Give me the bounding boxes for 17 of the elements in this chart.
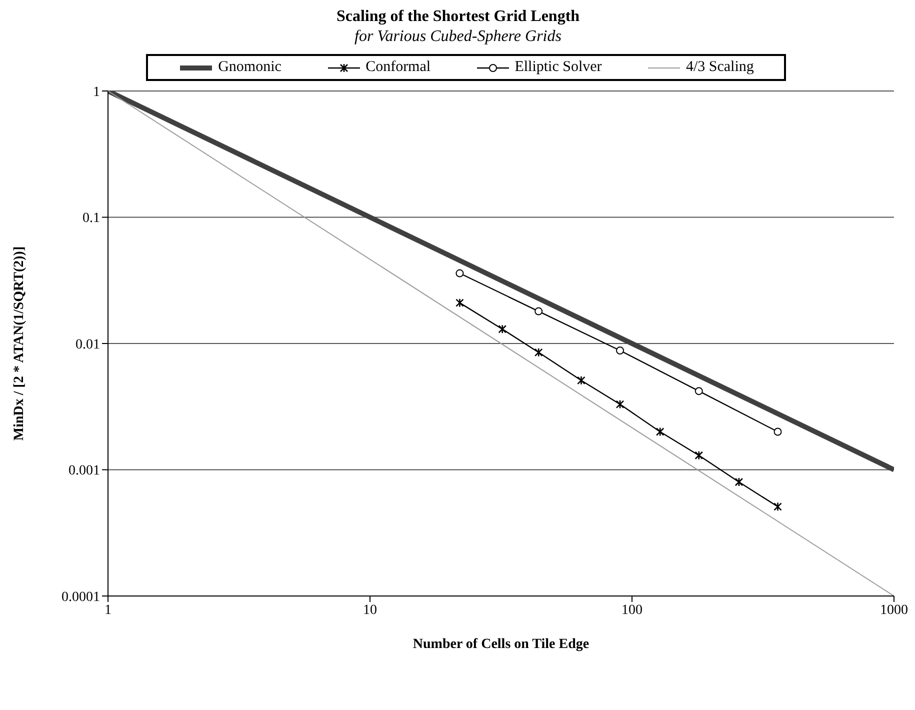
x-tick-label: 1000	[880, 602, 908, 618]
x-tick-label: 100	[622, 602, 642, 618]
y-tick-label: 1	[93, 84, 100, 100]
y-tick-label: 0.01	[76, 337, 100, 352]
chart-subtitle: for Various Cubed-Sphere Grids	[354, 28, 562, 46]
x-tick-label: 1	[104, 602, 112, 618]
legend-label: Gnomonic	[217, 59, 282, 76]
y-axis-title: MinDx / [2 * ATAN(1/SQRT(2))]	[12, 246, 27, 441]
legend-label: Elliptic Solver	[514, 59, 602, 76]
y-tick-label: 0.1	[82, 211, 100, 226]
chart-title: Scaling of the Shortest Grid Length	[335, 8, 581, 26]
y-tick-label: 0.0001	[62, 590, 100, 605]
x-tick-label: 10	[363, 602, 377, 618]
legend-label: Conformal	[364, 59, 431, 76]
y-tick-label: 0.001	[68, 464, 100, 479]
legend-label: 4/3 Scaling	[684, 59, 754, 76]
x-axis-title: Number of Cells on Tile Edge	[412, 637, 590, 652]
